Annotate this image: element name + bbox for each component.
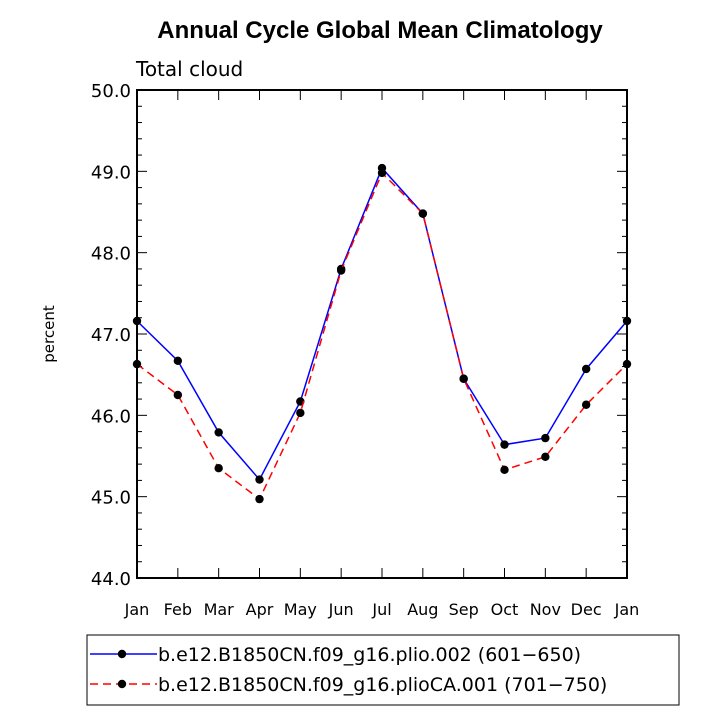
series-2 — [132, 168, 632, 504]
y-tick-label: 45.0 — [91, 488, 131, 509]
series-point — [214, 464, 223, 473]
x-tick-label: Feb — [164, 600, 192, 619]
series-point — [418, 209, 428, 218]
series-point — [622, 359, 632, 369]
series-point — [214, 428, 223, 437]
x-tick-labels: Jan Feb Mar Apr May Jun Jul Aug Sep Oct Nov Dec Jan — [124, 600, 640, 619]
series-point — [500, 440, 509, 449]
y-tick-label: 47.0 — [91, 325, 131, 346]
series-point — [622, 316, 632, 326]
legend-swatch-marker — [117, 679, 127, 689]
series-point — [500, 465, 509, 475]
series-point — [581, 400, 591, 409]
series-point — [296, 408, 305, 418]
x-tick-label: Oct — [491, 600, 519, 619]
x-tick-label: Jan — [124, 600, 150, 619]
legend-item-1: b.e12.B1850CN.f09_g16.plio.002 (601−650) — [90, 644, 581, 666]
y-axis-label: percent — [40, 305, 58, 363]
y-tick-label: 50.0 — [91, 81, 131, 102]
series-point — [132, 359, 142, 369]
x-tick-label: May — [284, 600, 317, 619]
legend-label: b.e12.B1850CN.f09_g16.plio.002 (601−650) — [158, 644, 581, 666]
x-tick-label: Jan — [614, 600, 640, 619]
series-point — [255, 494, 264, 504]
x-tick-label: Apr — [246, 600, 274, 619]
x-tick-label: Aug — [407, 600, 438, 619]
x-tick-label: Mar — [204, 600, 235, 619]
series-point — [541, 452, 550, 462]
legend-swatch-marker — [117, 649, 127, 659]
legend: b.e12.B1850CN.f09_g16.plio.002 (601−650)… — [86, 634, 680, 706]
chart-subtitle: Total cloud — [135, 57, 243, 81]
series-point — [377, 168, 387, 178]
series-point — [459, 374, 468, 383]
chart-title: Annual Cycle Global Mean Climatology — [157, 17, 603, 44]
x-tick-label: Dec — [571, 600, 602, 619]
y-tick-label: 49.0 — [91, 162, 131, 183]
legend-item-2: b.e12.B1850CN.f09_g16.plioCA.001 (701−75… — [90, 674, 607, 696]
y-tick-label: 44.0 — [91, 569, 131, 590]
series-point — [581, 364, 591, 374]
y-tick-labels: 44.0 45.0 46.0 47.0 48.0 49.0 50.0 — [91, 81, 131, 590]
legend-box — [86, 634, 680, 706]
series-point — [541, 433, 550, 443]
x-tick-label: Jun — [328, 600, 354, 619]
series-1 — [132, 163, 632, 484]
series-point — [173, 356, 183, 366]
x-tick-label: Nov — [530, 600, 561, 619]
plot-frame — [136, 89, 628, 579]
series-line — [136, 166, 628, 481]
series-layer — [132, 163, 632, 504]
series-point — [173, 390, 183, 400]
x-tick-label: Sep — [449, 600, 479, 619]
legend-label: b.e12.B1850CN.f09_g16.plioCA.001 (701−75… — [158, 674, 607, 696]
y-tick-label: 46.0 — [91, 406, 131, 427]
series-point — [255, 475, 264, 484]
series-point — [336, 266, 346, 275]
x-tick-label: Jul — [371, 600, 391, 619]
series-point — [132, 316, 142, 326]
series-line — [136, 171, 628, 501]
y-tick-label: 48.0 — [91, 244, 131, 265]
axis-ticks — [136, 89, 628, 579]
